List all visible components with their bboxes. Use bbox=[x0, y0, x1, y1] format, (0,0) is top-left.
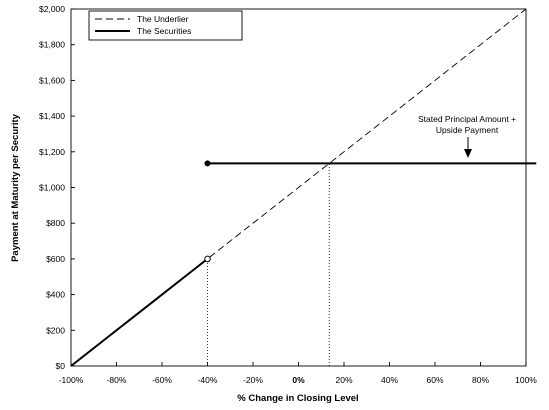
annotation-line-2: Upside Payment bbox=[436, 125, 499, 135]
y-tick-label: $200 bbox=[46, 325, 65, 335]
y-tick-label: $400 bbox=[46, 290, 65, 300]
x-tick-label: 60% bbox=[426, 375, 443, 385]
securities-line-lower bbox=[70, 258, 209, 367]
filled-endpoint-marker bbox=[204, 160, 211, 167]
x-tick-label: 80% bbox=[472, 375, 489, 385]
y-tick-label: $1,200 bbox=[39, 147, 65, 157]
x-tick-label: -80% bbox=[107, 375, 127, 385]
x-tick-label: 20% bbox=[335, 375, 352, 385]
y-axis: $0 $200 $400 $600 $800 $1,000 $1,200 $1,400 $1,6… bbox=[39, 4, 75, 371]
y-tick-label: $0 bbox=[56, 361, 66, 371]
x-tick-label: 0% bbox=[292, 375, 305, 385]
y-tick-label: $1,800 bbox=[39, 40, 65, 50]
x-tick-label: -40% bbox=[198, 375, 218, 385]
series-layer bbox=[70, 8, 537, 367]
reference-lines bbox=[207, 163, 330, 366]
x-axis: -100% -80% -60% -40% -20% 0% 20% 40% 60% 80% 100% bbox=[59, 362, 537, 385]
x-tick-label: 100% bbox=[515, 375, 537, 385]
y-tick-label: $1,600 bbox=[39, 75, 65, 85]
annotation-line-1: Stated Principal Amount + bbox=[418, 114, 516, 124]
legend-securities-label: The Securities bbox=[137, 26, 191, 36]
annotation-arrow-head bbox=[464, 149, 472, 158]
x-tick-label: -100% bbox=[59, 375, 84, 385]
legend-box bbox=[88, 10, 243, 41]
x-tick-label: -20% bbox=[243, 375, 263, 385]
y-tick-label: $800 bbox=[46, 218, 65, 228]
annotation: Stated Principal Amount + Upside Payment bbox=[418, 114, 516, 158]
legend-underlier-label: The Underlier bbox=[137, 14, 189, 24]
underlier-line bbox=[70, 8, 527, 367]
legend: The Underlier The Securities bbox=[88, 10, 243, 41]
y-tick-label: $1,000 bbox=[39, 183, 65, 193]
y-tick-label: $1,400 bbox=[39, 111, 65, 121]
y-tick-label: $2,000 bbox=[39, 4, 65, 14]
y-axis-title: Payment at Maturity per Security bbox=[10, 113, 21, 262]
x-tick-label: 40% bbox=[381, 375, 398, 385]
y-tick-label: $600 bbox=[46, 254, 65, 264]
open-endpoint-marker bbox=[204, 255, 211, 263]
x-axis-title: % Change in Closing Level bbox=[237, 393, 358, 404]
x-tick-label: -60% bbox=[152, 375, 172, 385]
